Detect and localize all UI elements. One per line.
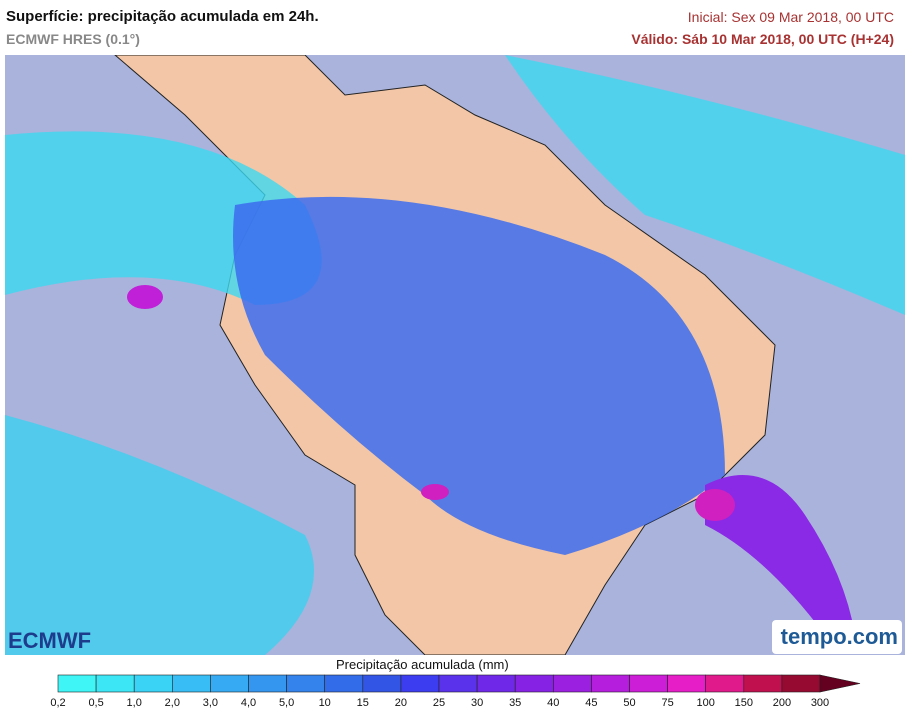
colorbar-segment [133,674,173,693]
precip-area [5,415,314,655]
logo-tempo: tempo.com [772,620,902,654]
colorbar-segment [210,674,249,693]
colorbar-label: 20 [395,697,407,709]
colorbar-segment [591,674,630,693]
valid-time: Válido: Sáb 10 Mar 2018, 00 UTC (H+24) [631,31,894,47]
colorbar-label: 200 [773,697,791,709]
colorbar-segment [438,674,478,693]
colorbar: 0,2 0,5 1,0 2,0 3,0 4,0 5,0 10 15 20 25 30 35 40 45 50 7… [50,674,861,709]
colorbar-label: 75 [661,697,673,709]
colorbar-label: 3,0 [203,697,218,709]
legend-title: Precipitação acumulada (mm) [336,657,509,672]
colorbar-label: 4,0 [241,697,256,709]
precip-area [695,489,735,521]
colorbar-segment [476,674,516,693]
map [5,55,905,655]
colorbar-segment [514,674,554,693]
title: Superfície: precipitação acumulada em 24… [6,8,319,25]
colorbar-segment [705,674,745,693]
colorbar-segment [400,674,440,693]
colorbar-label: 150 [735,697,753,709]
initial-time: Inicial: Sex 09 Mar 2018, 00 UTC [687,9,894,25]
colorbar-label: 0,2 [50,697,65,709]
precip-area [705,475,855,635]
colorbar-segment [286,674,326,693]
colorbar-segment [743,674,783,693]
colorbar-label: 1,0 [127,697,142,709]
colorbar-segment [57,674,97,693]
precip-area [505,55,905,315]
colorbar-segment [552,674,592,693]
colorbar-label: 10 [319,697,331,709]
colorbar-label: 45 [585,697,597,709]
colorbar-label: 40 [547,697,559,709]
colorbar-segment [781,674,821,693]
colorbar-segment [95,674,135,693]
colorbar-segment [362,674,402,693]
colorbar-label: 2,0 [165,697,180,709]
colorbar-segment [629,674,668,693]
colorbar-segment [248,674,287,693]
precip-area [127,285,163,309]
colorbar-segment [324,674,364,693]
precip-area [233,196,725,555]
colorbar-label: 100 [697,697,715,709]
colorbar-label: 300 [811,697,829,709]
colorbar-segment [172,674,211,693]
logo-ecmwf: ECMWF [8,628,92,653]
colorbar-segment [667,674,706,693]
colorbar-label: 30 [471,697,483,709]
colorbar-label: 0,5 [88,697,103,709]
colorbar-label: 5,0 [279,697,294,709]
colorbar-label: 25 [433,697,445,709]
colorbar-label: 15 [357,697,369,709]
colorbar-label: 50 [623,697,635,709]
colorbar-arrow [819,674,861,693]
subtitle: ECMWF HRES (0.1°) [6,31,140,47]
colorbar-label: 35 [509,697,521,709]
precip-area [421,484,449,500]
